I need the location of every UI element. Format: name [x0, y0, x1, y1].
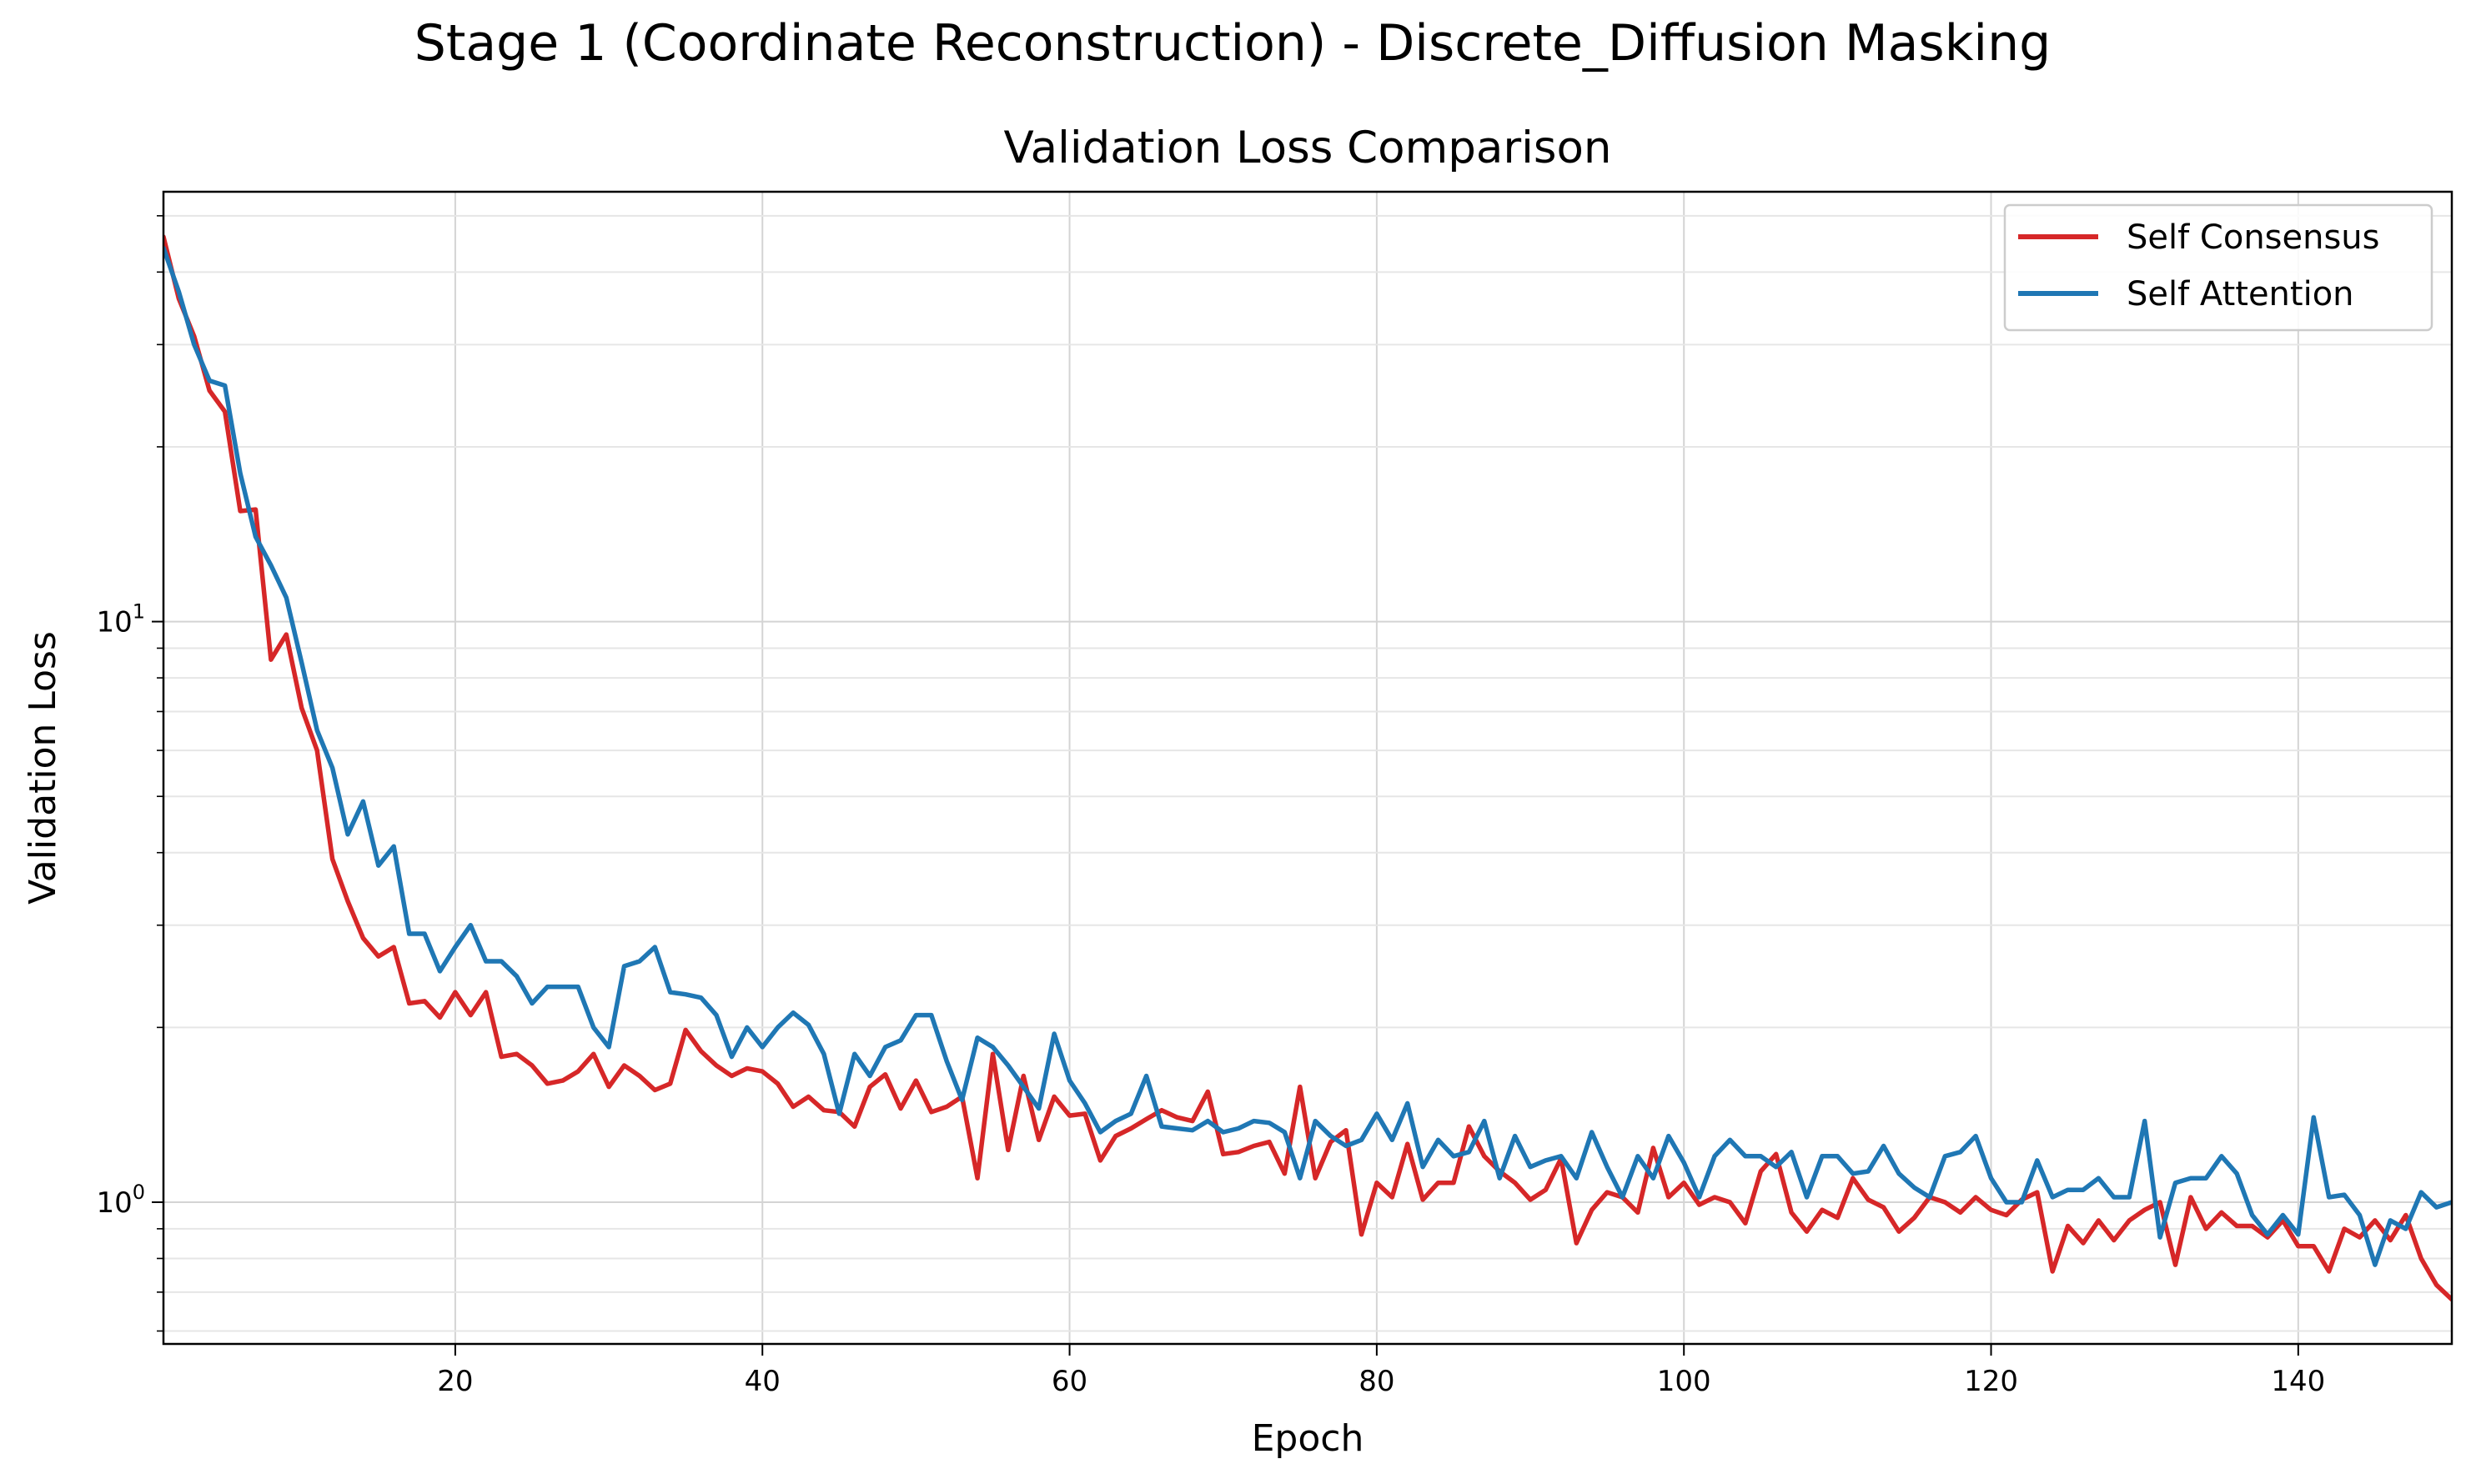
legend-label-self-consensus: Self Consensus	[2127, 218, 2380, 257]
plot-area: 20 40 60 80 100 120 140 100 101	[96, 190, 2453, 1398]
x-tick-label: 80	[1359, 1365, 1394, 1398]
x-tick-label: 20	[437, 1365, 473, 1398]
chart-title: Validation Loss Comparison	[1004, 123, 1612, 173]
axes-frame	[162, 190, 2453, 1346]
y-tick-label: 101	[96, 600, 145, 639]
series-line-self-attention	[163, 245, 2452, 1267]
x-tick-label: 120	[1964, 1365, 2018, 1398]
y-axis-label: Validation Loss	[22, 631, 64, 905]
x-tick-label: 60	[1052, 1365, 1087, 1398]
x-tick-label: 40	[745, 1365, 781, 1398]
y-tick-label: 100	[96, 1181, 145, 1220]
legend: Self Consensus Self Attention	[2003, 203, 2433, 332]
ticks: 20 40 60 80 100 120 140 100 101	[96, 215, 2325, 1398]
legend-frame	[2003, 203, 2433, 332]
legend-label-self-attention: Self Attention	[2127, 275, 2354, 313]
series-line-self-consensus	[163, 234, 2452, 1302]
x-axis-label: Epoch	[1252, 1417, 1364, 1460]
series-lines	[163, 234, 2452, 1302]
x-tick-label: 100	[1657, 1365, 1711, 1398]
x-tick-label: 140	[2271, 1365, 2325, 1398]
figure-suptitle: Stage 1 (Coordinate Reconstruction) - Di…	[414, 14, 2051, 73]
